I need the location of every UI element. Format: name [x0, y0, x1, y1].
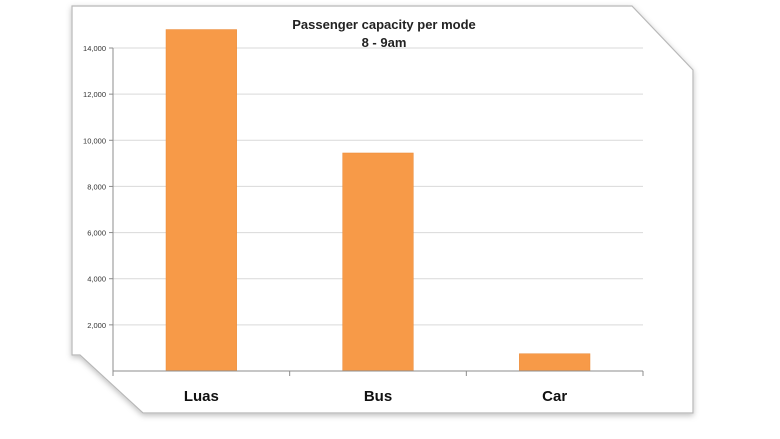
chart-subtitle: 8 - 9am — [362, 35, 407, 50]
axes — [112, 48, 644, 376]
x-tick-labels: Luas Bus Car — [184, 388, 568, 405]
y-tick-label: 8,000 — [87, 182, 106, 191]
y-tick-label: 14,000 — [83, 44, 106, 53]
y-tick-label: 2,000 — [87, 321, 106, 330]
chart-title: Passenger capacity per mode — [292, 17, 476, 32]
bar-car — [519, 353, 591, 372]
bar-luas — [165, 29, 237, 372]
x-tick-label-car: Car — [542, 388, 567, 405]
x-tick-label-luas: Luas — [184, 388, 219, 405]
y-tick-labels: 2,000 4,000 6,000 8,000 10,000 12,000 14,000 — [83, 44, 106, 330]
y-tick-label: 12,000 — [83, 90, 106, 99]
x-tick-label-bus: Bus — [364, 388, 392, 405]
bar-bus — [342, 152, 414, 372]
y-tick-label: 10,000 — [83, 136, 106, 145]
y-tick-label: 4,000 — [87, 275, 106, 284]
bars — [165, 29, 591, 372]
y-tick-label: 6,000 — [87, 229, 106, 238]
